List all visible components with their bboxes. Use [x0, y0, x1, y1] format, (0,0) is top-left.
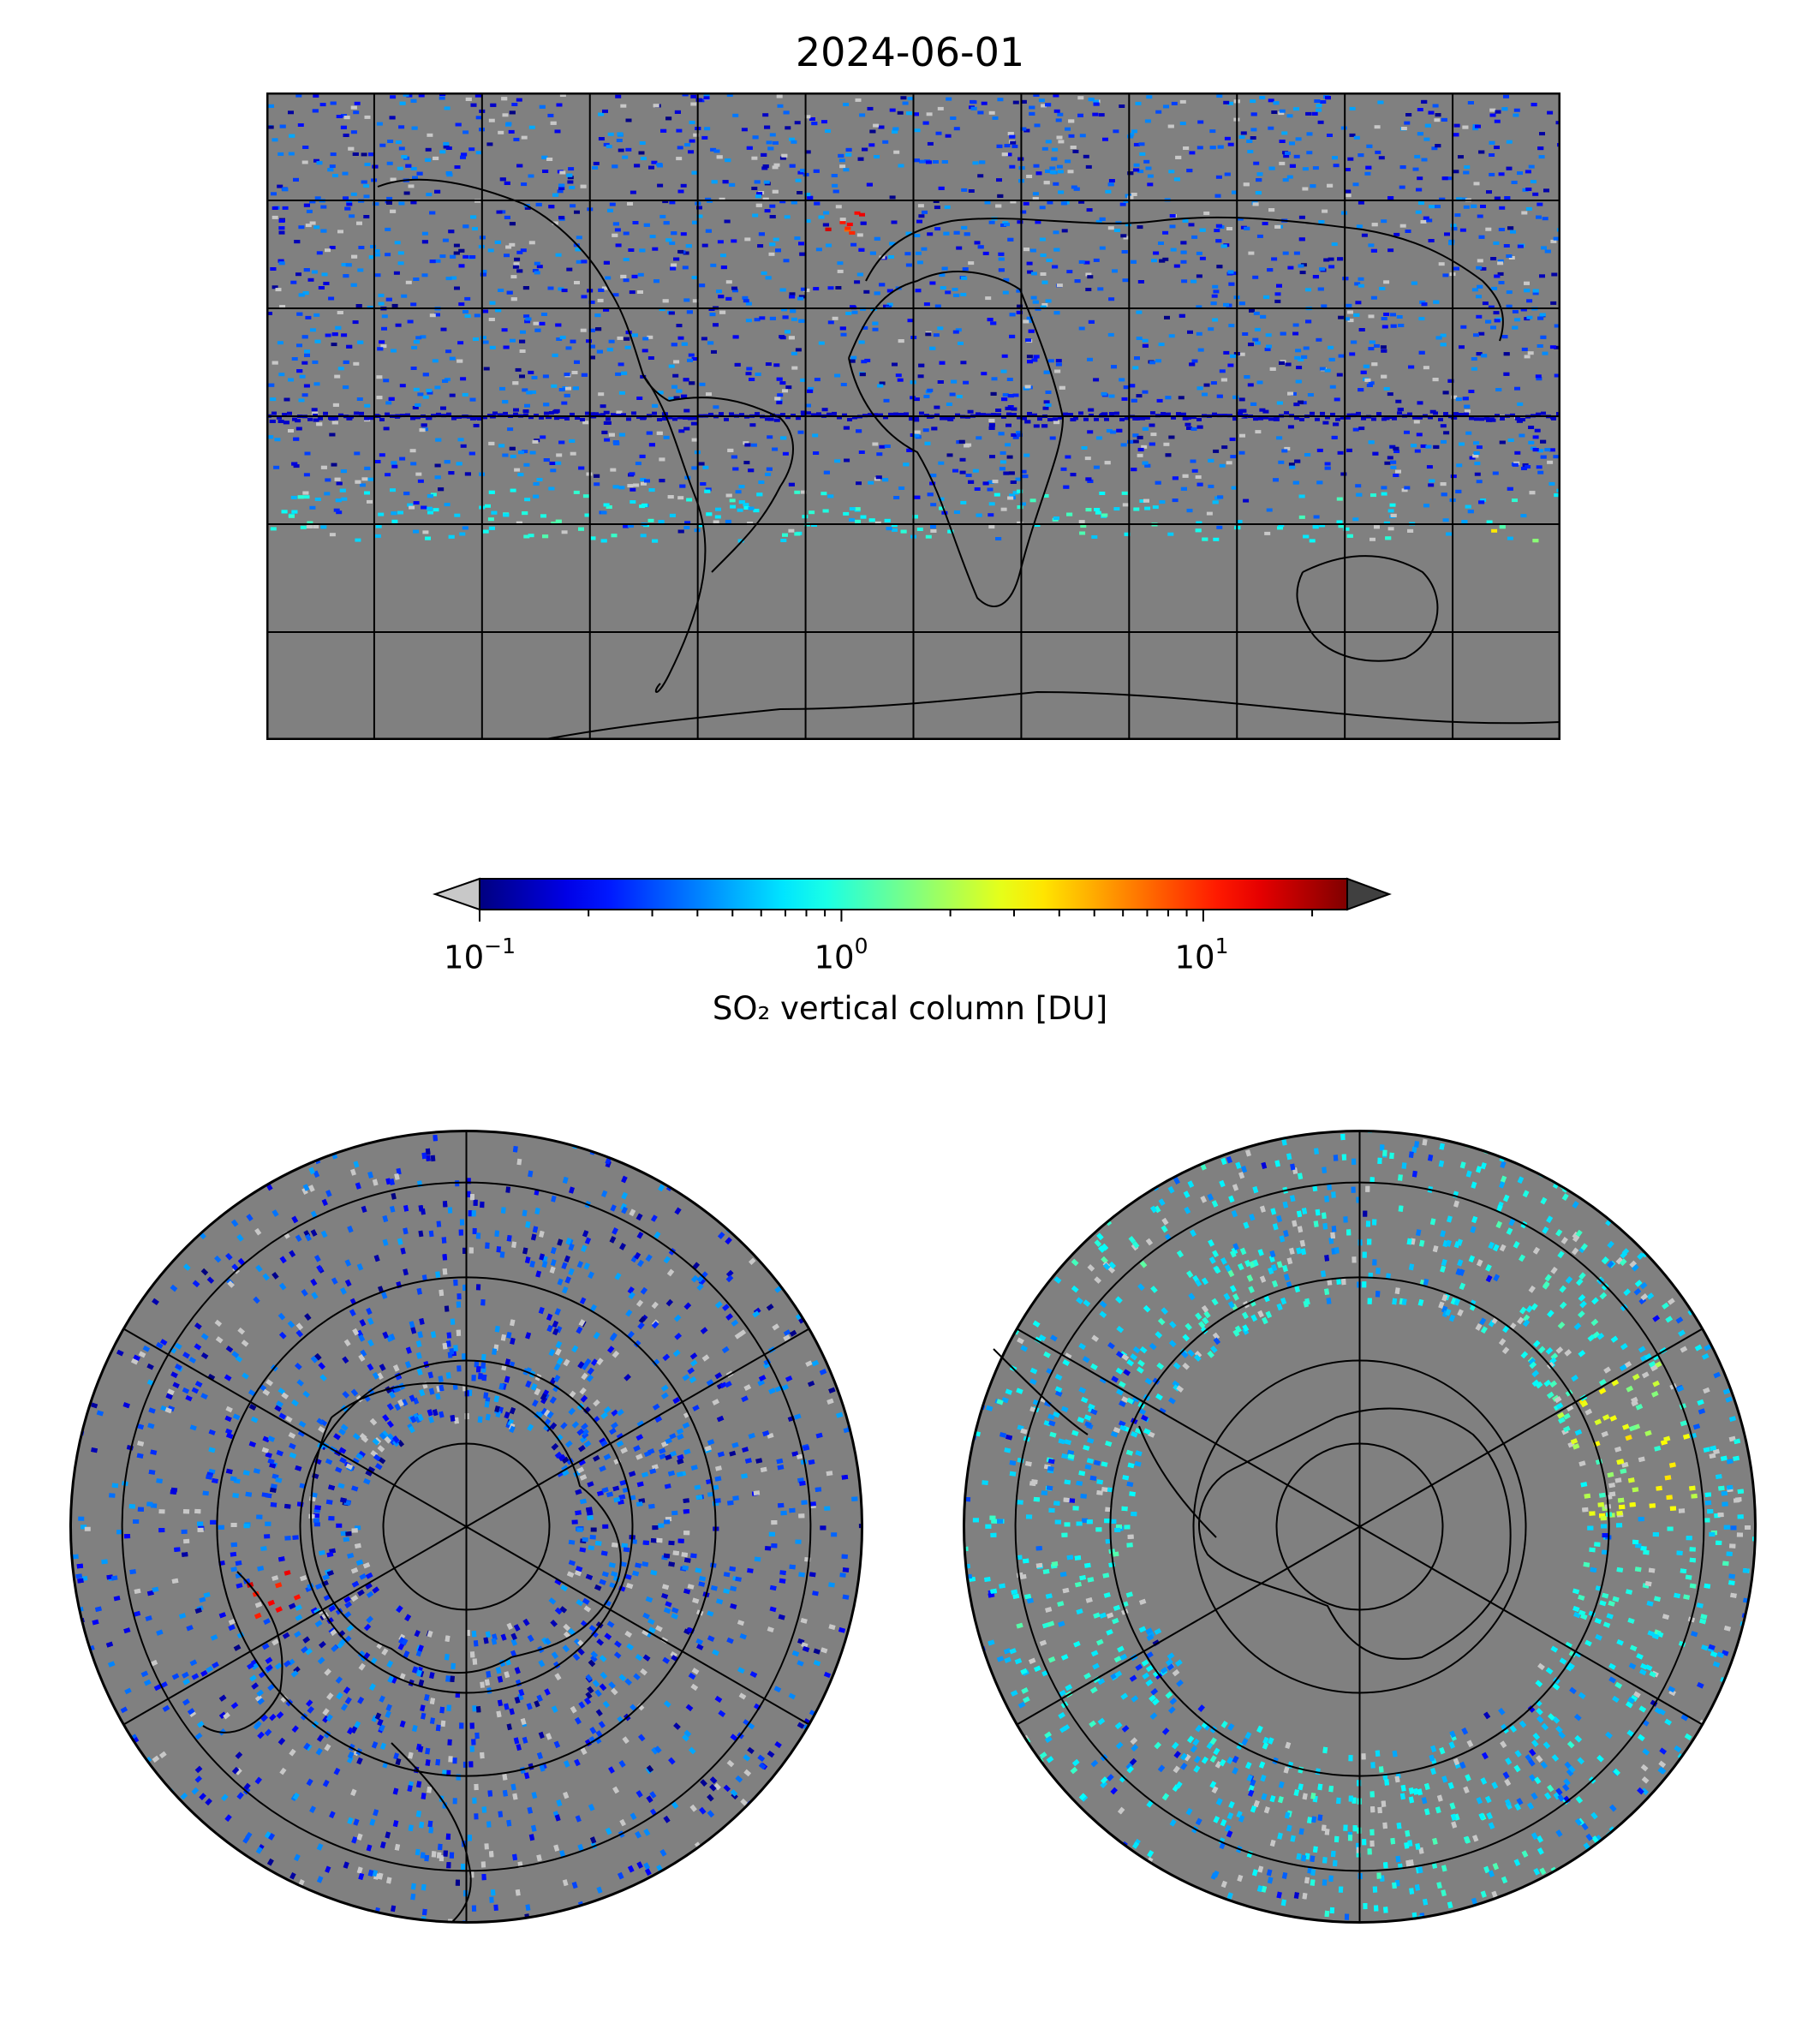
meridian — [465, 1525, 810, 1726]
north-polar-map — [69, 1130, 863, 1924]
coastline — [1198, 1407, 1512, 1660]
global-map — [266, 92, 1560, 740]
coastline — [668, 397, 794, 573]
meridian — [1016, 1328, 1361, 1528]
colorbar-tick-label: 100 — [814, 934, 868, 976]
coastline — [642, 374, 707, 693]
colorbar-over-extension — [1346, 877, 1392, 911]
coastline — [310, 1382, 622, 1674]
colorbar-label: SO₂ vertical column [DU] — [712, 990, 1108, 1027]
plot-title: 2024-06-01 — [795, 29, 1025, 75]
coastline — [1296, 555, 1439, 662]
meridian — [1358, 1525, 1704, 1726]
coastline — [848, 271, 1065, 607]
meridian — [1016, 1525, 1361, 1726]
meridian — [465, 1328, 810, 1528]
south-polar-map — [963, 1130, 1757, 1924]
colorbar — [432, 877, 1392, 922]
coastline — [536, 690, 1560, 740]
colorbar-tick-label: 10−1 — [444, 934, 516, 976]
gridlines — [1014, 1131, 1705, 1923]
coastlines — [377, 178, 1560, 740]
gridlines — [121, 1131, 812, 1923]
colorbar-tick-label: 101 — [1174, 934, 1229, 976]
gridlines — [266, 92, 1560, 740]
coastline — [1138, 1425, 1217, 1538]
meridian — [122, 1525, 468, 1726]
colorbar-gradient — [479, 878, 1348, 910]
meridian — [122, 1328, 468, 1528]
colorbar-under-extension — [432, 877, 480, 911]
map-border — [266, 92, 1560, 740]
map-border — [69, 1130, 863, 1924]
coastlines — [993, 1348, 1512, 1660]
meridian — [1358, 1328, 1704, 1528]
map-border — [963, 1130, 1757, 1924]
coastline — [865, 216, 1504, 342]
coastline — [993, 1348, 1089, 1435]
